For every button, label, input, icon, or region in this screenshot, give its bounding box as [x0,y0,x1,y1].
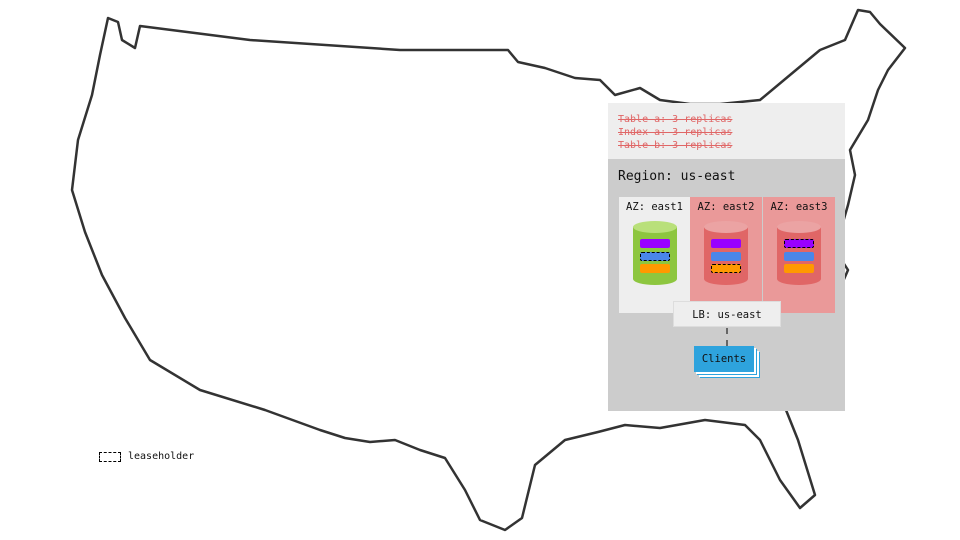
replica-bar [711,264,741,273]
replica-bar [640,251,670,261]
az-label: AZ: east3 [770,201,828,213]
replica-constraints-panel: Table a: 3 replicas Index a: 3 replicas … [608,103,845,159]
az-1: AZ: east1 [619,197,690,313]
region-title: Region: us-east [618,169,736,184]
replica-bar [711,251,741,261]
az-label: AZ: east2 [697,201,755,213]
connector-line [726,328,728,346]
replica-label-table-a: Table a: 3 replicas [618,114,733,125]
leaseholder-legend-icon [99,452,121,462]
replica-label-table-b: Table b: 3 replicas [618,140,733,151]
legend-label: leaseholder [128,451,195,462]
replica-bar [784,264,814,273]
replica-bar [711,239,741,248]
replica-label-index-a: Index a: 3 replicas [618,127,733,138]
az-2: AZ: east2 [690,197,762,313]
region-us-east: Region: us-east AZ: east1 AZ: east2 AZ: ea… [608,159,845,411]
database-cylinder-icon [633,221,677,285]
load-balancer: LB: us-east [673,301,781,327]
clients-box: Clients [694,346,754,372]
replica-bar [640,264,670,273]
replica-bar [784,251,814,261]
replica-bar [784,239,814,248]
database-cylinder-icon [704,221,748,285]
az-label: AZ: east1 [626,201,683,213]
replica-bar [640,239,670,248]
database-cylinder-icon [777,221,821,285]
az-3: AZ: east3 [763,197,835,313]
